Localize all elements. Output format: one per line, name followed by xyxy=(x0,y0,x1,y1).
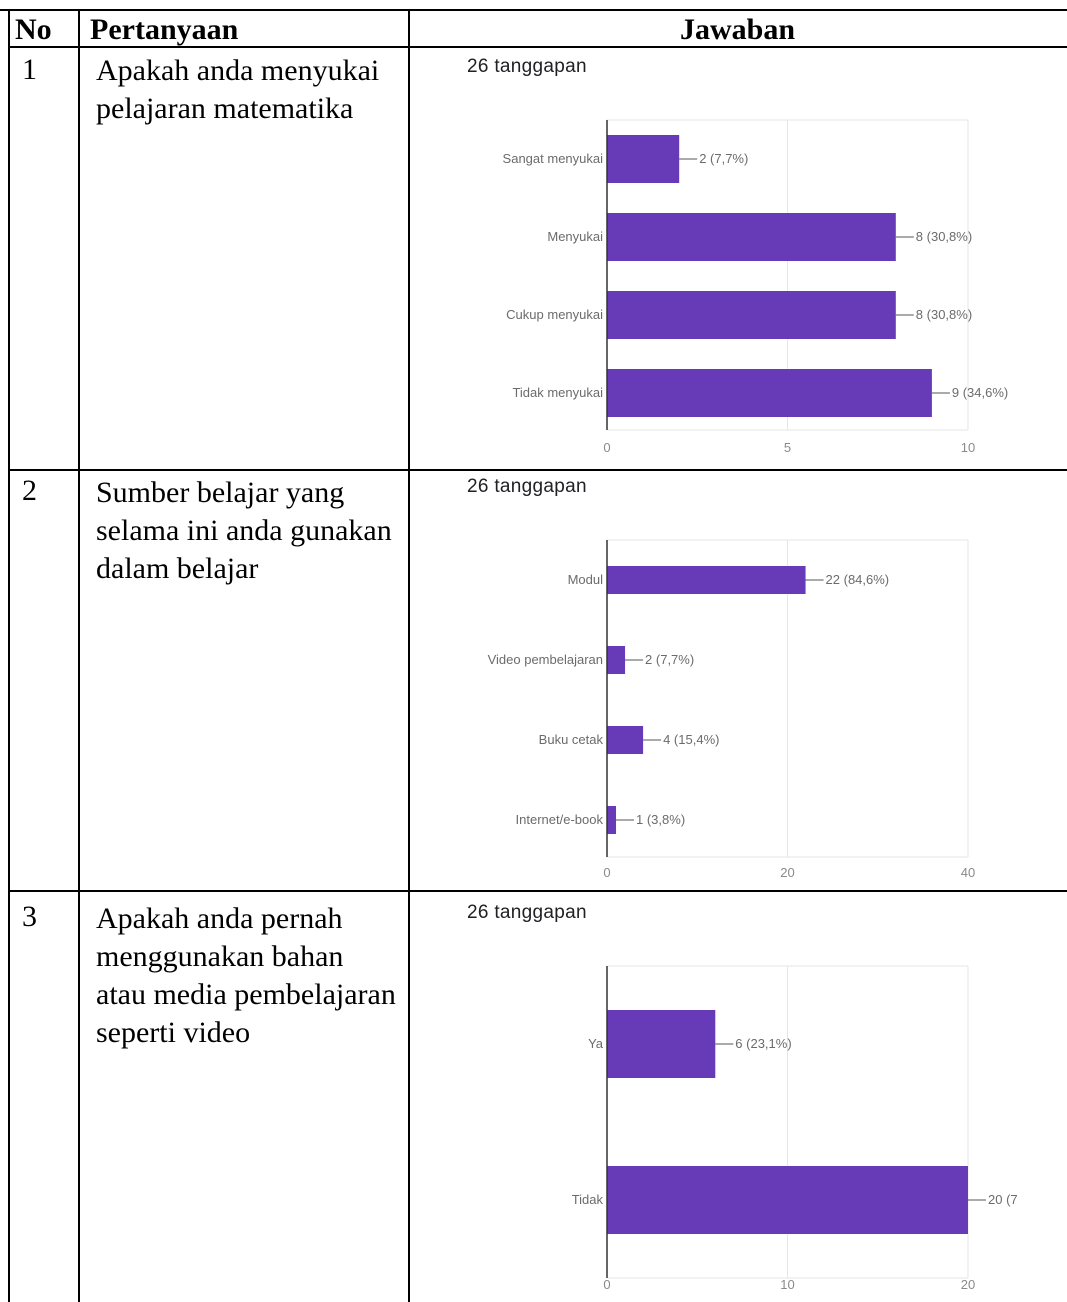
question-text: Apakah anda menyukai pelajaran matematik… xyxy=(96,54,380,125)
category-label: Sangat menyukai xyxy=(503,151,604,166)
category-label: Modul xyxy=(568,572,604,587)
data-label: 2 (7,7%) xyxy=(699,151,748,166)
category-label: Buku cetak xyxy=(539,732,604,747)
x-tick-label: 10 xyxy=(780,1277,794,1292)
question-text: Apakah anda pernah menggunakan bahan ata… xyxy=(96,902,396,1049)
bar xyxy=(607,1010,716,1078)
table-divider-no xyxy=(78,9,80,1302)
x-tick-label: 20 xyxy=(780,865,794,880)
data-label: 1 (3,8%) xyxy=(636,812,685,827)
bar xyxy=(607,135,680,183)
bar-chart-1: 0 5 10 Sangat menyukai 2 (7,7%) Menyukai 8 (30… xyxy=(503,119,1008,455)
bar xyxy=(607,726,644,754)
table-border-top xyxy=(0,9,1067,11)
bar xyxy=(607,369,932,417)
header-no: No xyxy=(15,13,52,46)
x-tick-label: 20 xyxy=(961,1277,975,1292)
response-count: 26 tanggapan xyxy=(467,56,587,77)
data-label: 9 (34,6%) xyxy=(952,385,1008,400)
x-tick-label: 0 xyxy=(603,865,610,880)
header-row-divider xyxy=(8,46,1067,48)
chart-panel-3: 26 tanggapan 0 10 20 Ya 6 (23,1%) Tidak 20 (7 xyxy=(423,898,1047,1302)
row-divider-1 xyxy=(8,469,1067,471)
response-count: 26 tanggapan xyxy=(467,476,587,497)
category-label: Ya xyxy=(588,1036,604,1051)
data-label: 22 (84,6%) xyxy=(826,572,890,587)
category-label: Cukup menyukai xyxy=(506,307,603,322)
category-label: Tidak xyxy=(572,1192,604,1207)
bar xyxy=(607,806,617,834)
category-label: Internet/e-book xyxy=(516,812,604,827)
bar-chart-2: 0 20 40 Modul 22 (84,6%) Video pembelajaran 2 … xyxy=(488,539,975,880)
bar xyxy=(607,566,806,594)
bar xyxy=(607,646,626,674)
x-tick-label: 5 xyxy=(784,440,791,455)
x-tick-label: 10 xyxy=(961,440,975,455)
x-tick-label: 40 xyxy=(961,865,975,880)
response-count: 26 tanggapan xyxy=(467,902,587,923)
x-tick-label: 0 xyxy=(603,440,610,455)
header-question: Pertanyaan xyxy=(90,13,239,46)
table-divider-question xyxy=(408,9,410,1302)
chart-panel-2: 26 tanggapan 0 20 40 Modul 22 (84,6%) Video p… xyxy=(423,472,1047,888)
data-label: 8 (30,8%) xyxy=(916,307,972,322)
table-border-left xyxy=(8,9,10,1302)
data-label: 4 (15,4%) xyxy=(663,732,719,747)
category-label: Menyukai xyxy=(547,229,603,244)
bar xyxy=(607,1166,968,1234)
row-divider-2 xyxy=(8,890,1067,892)
x-tick-label: 0 xyxy=(603,1277,610,1292)
category-label: Video pembelajaran xyxy=(488,652,603,667)
bar xyxy=(607,291,896,339)
data-label: 8 (30,8%) xyxy=(916,229,972,244)
data-label: 6 (23,1%) xyxy=(735,1036,791,1051)
data-label: 2 (7,7%) xyxy=(645,652,694,667)
category-label: Tidak menyukai xyxy=(512,385,603,400)
row-number: 3 xyxy=(22,900,37,933)
bar-chart-3: 0 10 20 Ya 6 (23,1%) Tidak 20 (7 xyxy=(572,965,1018,1292)
bar xyxy=(607,213,896,261)
question-text: Sumber belajar yang selama ini anda guna… xyxy=(96,476,392,585)
chart-panel-1: 26 tanggapan 0 5 10 Sangat menyukai 2 (7,7%)… xyxy=(423,52,1047,467)
data-label: 20 (7 xyxy=(988,1192,1018,1207)
row-number: 2 xyxy=(22,474,37,507)
header-answer: Jawaban xyxy=(680,13,796,46)
row-number: 1 xyxy=(22,53,37,86)
